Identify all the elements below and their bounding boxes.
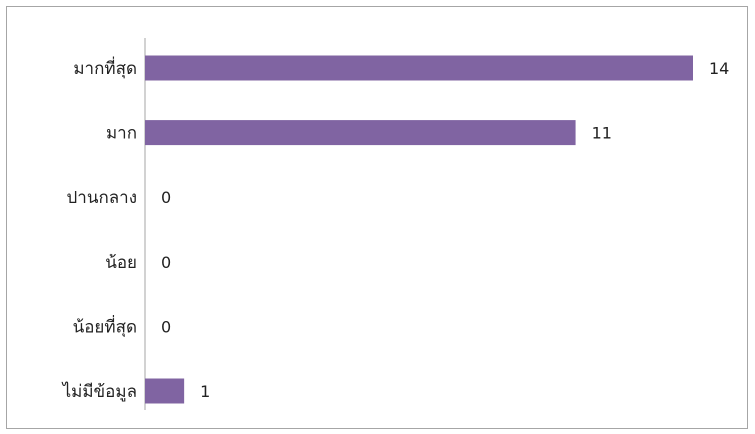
value-label-1: 11 — [592, 124, 612, 143]
bar-1 — [145, 120, 576, 146]
category-labels-group: มากที่สุดมากปานกลางน้อยน้อยที่สุดไม่มีข้… — [61, 56, 137, 402]
value-labels-group: 14 11 0 0 0 1 — [161, 59, 729, 401]
value-label-2: 0 — [161, 188, 171, 207]
category-label-5: ไม่มีข้อมูล — [61, 381, 137, 402]
value-label-3: 0 — [161, 253, 171, 272]
category-label-1: มาก — [106, 124, 137, 144]
category-label-4: น้อยที่สุด — [73, 314, 137, 337]
value-label-5: 1 — [200, 382, 210, 401]
bar-5 — [145, 378, 185, 404]
category-label-0: มากที่สุด — [73, 56, 137, 79]
bar-0 — [145, 55, 693, 81]
category-label-2: ปานกลาง — [66, 188, 137, 208]
value-label-0: 14 — [709, 59, 729, 78]
category-label-3: น้อย — [105, 253, 137, 273]
bars-group — [145, 55, 693, 404]
value-label-4: 0 — [161, 317, 171, 336]
